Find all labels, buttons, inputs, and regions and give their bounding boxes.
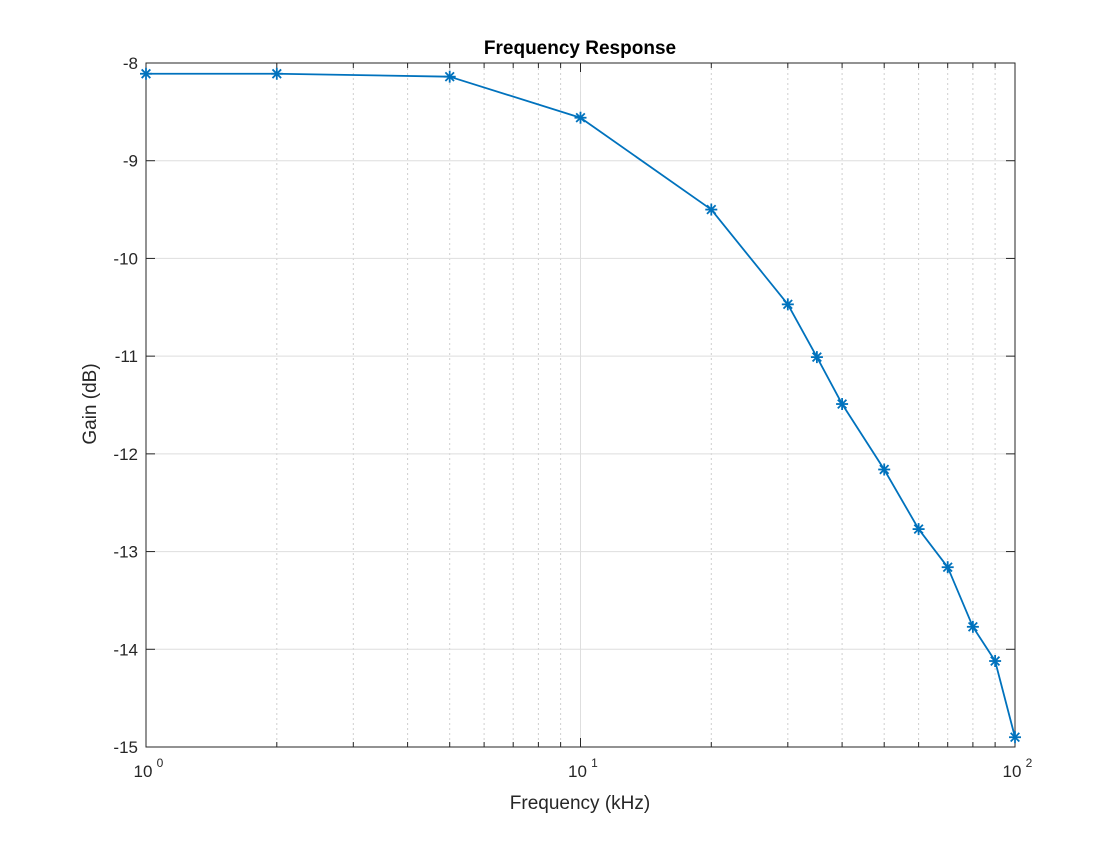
data-point-marker xyxy=(989,655,1002,668)
series xyxy=(140,67,1021,744)
marker-stroke xyxy=(444,71,455,82)
x-tick-label: 10 1 xyxy=(568,756,598,781)
x-tick-label: 10 0 xyxy=(134,756,164,781)
data-point-marker xyxy=(443,70,456,83)
tick-labels: 10 0 10 1 10 2 -8 -9 -10 -11 -12 -13 -14 -15 xyxy=(113,54,1032,781)
data-point-marker xyxy=(270,67,283,80)
series-line xyxy=(146,72,1016,738)
marker-stroke xyxy=(990,656,1001,666)
y-tick-label: -10 xyxy=(113,249,138,268)
data-point-marker xyxy=(781,298,794,311)
axes xyxy=(145,62,1016,748)
y-tick-label: -12 xyxy=(113,445,138,464)
marker-stroke xyxy=(271,68,282,79)
marker-stroke xyxy=(141,68,151,79)
marker-stroke xyxy=(837,399,848,409)
grid xyxy=(145,62,1016,748)
x-tick-label-exponent: 2 xyxy=(1026,756,1033,770)
x-tick-label-base: 10 xyxy=(1003,762,1022,781)
x-tick-label-exponent: 1 xyxy=(591,756,598,770)
marker-stroke xyxy=(811,352,822,363)
y-tick-label: -15 xyxy=(113,738,138,757)
marker-stroke xyxy=(706,204,717,215)
marker-stroke xyxy=(942,562,953,573)
x-tick-label-base: 10 xyxy=(134,762,153,781)
marker-stroke xyxy=(913,524,924,535)
marker-stroke xyxy=(575,112,586,123)
data-point-marker xyxy=(810,351,823,364)
y-tick-label: -8 xyxy=(123,54,138,73)
x-tick-label-base: 10 xyxy=(568,762,587,781)
y-tick-label: -9 xyxy=(123,152,138,171)
marker-stroke xyxy=(782,299,793,310)
data-point-marker xyxy=(705,203,718,216)
data-point-marker xyxy=(878,463,891,476)
data-point-marker xyxy=(1009,731,1021,744)
data-point-marker xyxy=(836,398,849,411)
x-tick-label: 10 2 xyxy=(1003,756,1033,781)
marker-stroke xyxy=(967,621,978,632)
data-point-marker xyxy=(140,67,152,80)
x-tick-label-exponent: 0 xyxy=(157,756,164,770)
data-point-marker xyxy=(912,523,925,536)
y-tick-label: -11 xyxy=(115,347,138,366)
marker-stroke xyxy=(1010,732,1020,743)
y-tick-label: -13 xyxy=(113,543,138,562)
y-axis-label: Gain (dB) xyxy=(80,363,101,444)
x-axis-label: Frequency (kHz) xyxy=(510,793,650,814)
data-point-marker xyxy=(574,111,587,124)
data-point-marker xyxy=(966,620,979,633)
chart-title: Frequency Response xyxy=(484,38,676,59)
y-tick-label: -14 xyxy=(113,640,138,659)
marker-stroke xyxy=(879,464,890,475)
data-point-marker xyxy=(941,561,954,574)
